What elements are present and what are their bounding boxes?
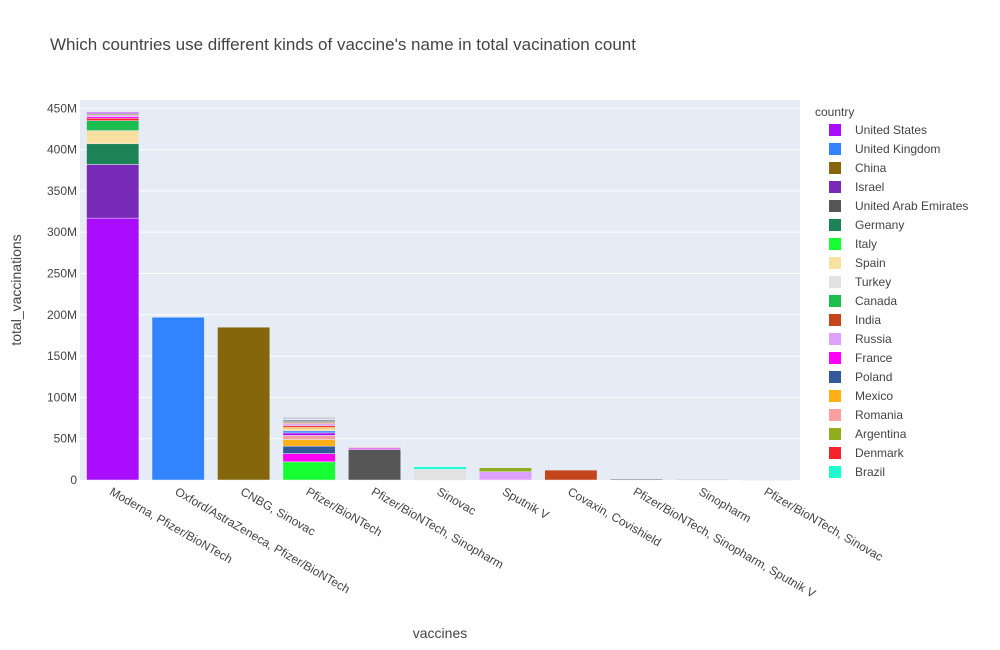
legend: country United States United Kingdom China…: [815, 105, 968, 479]
bar-segment-poland: [282, 445, 336, 454]
legend-item-label: China: [855, 161, 887, 175]
legend-swatch: [829, 219, 841, 231]
legend-swatch: [829, 162, 841, 174]
legend-swatch: [829, 466, 841, 478]
legend-item-label: Poland: [855, 370, 892, 384]
bar-segment-argentina: [479, 467, 532, 472]
bar-segment-india: [544, 469, 598, 481]
legend-item-label: United Kingdom: [855, 142, 940, 156]
y-tick-label: 150M: [47, 349, 77, 363]
bar-segment-germany: [86, 143, 140, 165]
legend-swatch: [829, 276, 841, 288]
legend-item-label: France: [855, 351, 893, 365]
legend-swatch: [829, 371, 841, 383]
legend-swatch: [829, 333, 841, 345]
legend-swatch: [829, 181, 841, 193]
x-tick-labels: Moderna, Pfizer/BioNTechOxford/AstraZene…: [107, 484, 885, 600]
y-tick-label: 100M: [47, 390, 77, 404]
y-tick-label: 250M: [47, 266, 77, 280]
bar-segment-minor: [282, 432, 336, 436]
legend-item-label: Romania: [855, 408, 903, 422]
bars: [86, 112, 794, 481]
legend-item-label: Mexico: [855, 389, 893, 403]
bar-segment-denmark: [86, 117, 140, 121]
x-tick-label: Pfizer/BioNTech, Sinovac: [762, 484, 886, 563]
bar-segment-mexico: [282, 439, 336, 447]
legend-swatch: [829, 295, 841, 307]
legend-item-label: Denmark: [855, 446, 905, 460]
legend-swatch: [829, 124, 841, 136]
bar-segment-canada: [86, 120, 140, 131]
bar-segment-minor: [282, 416, 336, 420]
bar-segment-turkey: [413, 469, 467, 481]
x-tick-label: Sputnik V: [500, 484, 551, 522]
legend-item-label: Canada: [855, 294, 897, 308]
legend-item-label: United States: [855, 123, 927, 137]
bar-segment-united-states: [86, 217, 140, 481]
legend-swatch: [829, 352, 841, 364]
legend-item-label: India: [855, 313, 881, 327]
x-tick-label: Sinovac: [435, 484, 479, 517]
y-tick-label: 200M: [47, 308, 77, 322]
legend-swatch: [829, 200, 841, 212]
bar-segment-minor: [479, 466, 532, 468]
legend-item-label: Germany: [855, 218, 904, 232]
bar-segment-minor: [675, 479, 729, 481]
y-tick-label: 350M: [47, 184, 77, 198]
bar-segment-minor: [740, 479, 794, 481]
legend-swatch: [829, 390, 841, 402]
legend-swatch: [829, 409, 841, 421]
y-tick-label: 450M: [47, 101, 77, 115]
chart-title: Which countries use different kinds of v…: [50, 35, 636, 54]
bar-segment-romania: [282, 435, 336, 440]
y-tick-labels: 0 50M 100M 150M 200M 250M 300M 350M 400M 450M: [47, 101, 77, 487]
y-axis-title: total_vaccinations: [8, 234, 24, 345]
legend-swatch: [829, 314, 841, 326]
bar-segment-spain: [86, 130, 140, 145]
bar-segment-italy: [282, 461, 336, 481]
x-tick-label: Moderna, Pfizer/BioNTech: [107, 484, 235, 566]
bar-segment-russia: [479, 471, 532, 481]
bar-segment-united-kingdom: [151, 317, 205, 481]
legend-item-label: Russia: [855, 332, 892, 346]
bar-segment-minor: [348, 447, 401, 449]
y-tick-label: 0: [70, 473, 77, 487]
bar-segment-minor: [282, 428, 336, 432]
bar-segment-china: [217, 326, 271, 481]
legend-item-label: Israel: [855, 180, 884, 194]
legend-swatch: [829, 257, 841, 269]
legend-swatch: [829, 143, 841, 155]
legend-item-label: Turkey: [855, 275, 891, 289]
legend-item-label: Italy: [855, 237, 877, 251]
y-tick-label: 300M: [47, 225, 77, 239]
legend-item-label: Argentina: [855, 427, 907, 441]
x-axis-title: vaccines: [413, 625, 467, 641]
y-tick-label: 50M: [54, 432, 77, 446]
legend-item-label: Spain: [855, 256, 886, 270]
bar-segment-minor: [609, 478, 663, 480]
legend-item-label: Brazil: [855, 465, 885, 479]
legend-swatch: [829, 428, 841, 440]
bar-segment-france: [282, 453, 336, 463]
x-tick-label: Sinopharm: [696, 484, 753, 525]
legend-title: country: [815, 105, 854, 119]
legend-swatch: [829, 238, 841, 250]
bar-segment-united-arab-emirates: [348, 449, 401, 481]
bar-segment-minor: [282, 430, 336, 434]
bar-segment-brazil: [413, 466, 467, 470]
legend-swatch: [829, 447, 841, 459]
legend-item-label: United Arab Emirates: [855, 199, 968, 213]
y-tick-label: 400M: [47, 143, 77, 157]
bar-segment-israel: [86, 164, 140, 219]
bar-segment-minor: [86, 112, 140, 114]
